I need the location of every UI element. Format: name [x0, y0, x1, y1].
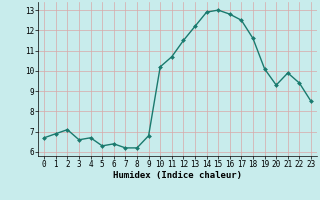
X-axis label: Humidex (Indice chaleur): Humidex (Indice chaleur): [113, 171, 242, 180]
